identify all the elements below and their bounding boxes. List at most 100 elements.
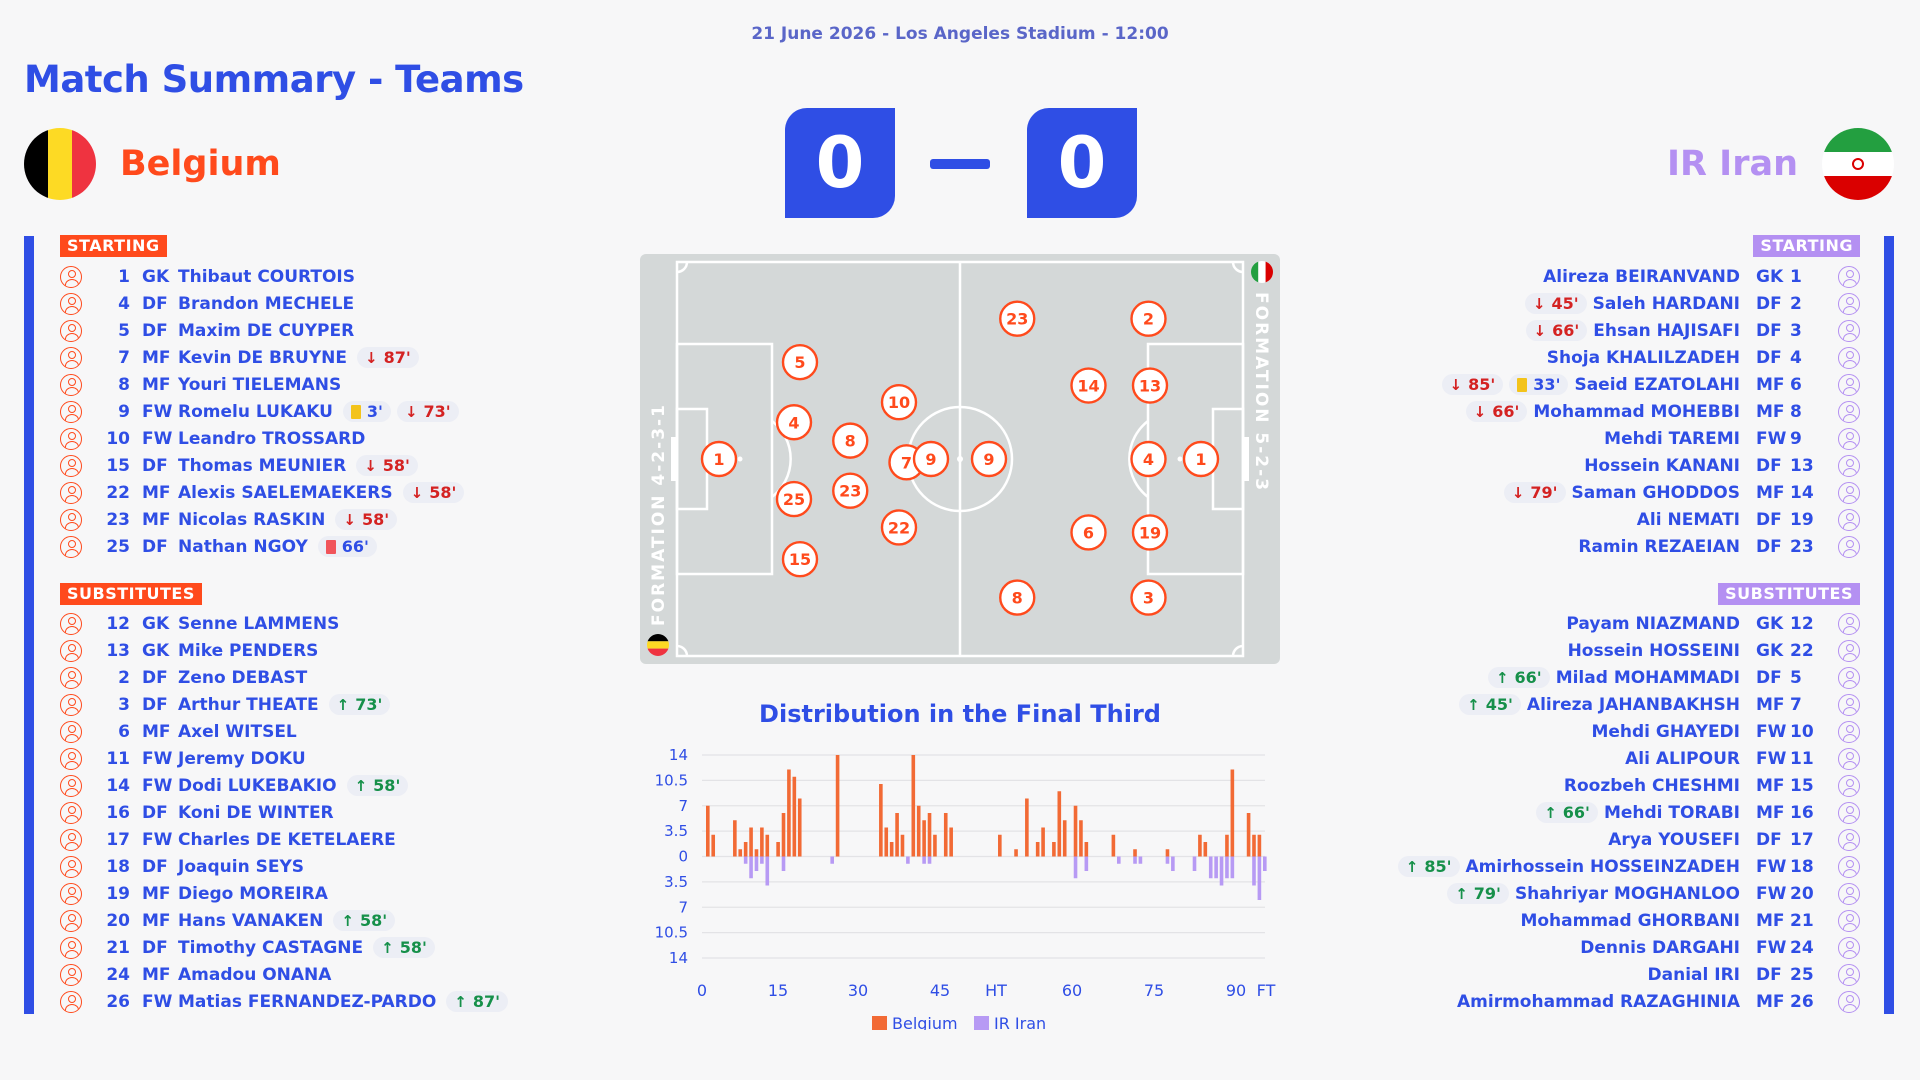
- player-avatar-icon: [60, 936, 82, 959]
- player-number: 24: [106, 964, 130, 985]
- player-row[interactable]: Ali ALIPOUR FW 11: [1300, 745, 1860, 772]
- home-pitch-player: 5: [781, 343, 819, 381]
- arrow-down-icon: ↓: [1511, 483, 1525, 502]
- player-row[interactable]: 4 DF Brandon MECHELE: [60, 290, 620, 317]
- player-row[interactable]: Shoja KHALILZADEH DF 4: [1300, 344, 1860, 371]
- player-row[interactable]: ↓ 45' Saleh HARDANI DF 2: [1300, 290, 1860, 317]
- player-row[interactable]: Mehdi GHAYEDI FW 10: [1300, 718, 1860, 745]
- player-row[interactable]: ↑ 45' Alireza JAHANBAKHSH MF 7: [1300, 691, 1860, 718]
- pitch-player-number: 14: [1077, 377, 1099, 396]
- player-row[interactable]: 3 DF Arthur THEATE ↑ 73': [60, 691, 620, 718]
- player-row[interactable]: Mohammad GHORBANI MF 21: [1300, 907, 1860, 934]
- player-row[interactable]: 11 FW Jeremy DOKU: [60, 745, 620, 772]
- player-row[interactable]: ↓ 66' Mohammad MOHEBBI MF 8: [1300, 398, 1860, 425]
- player-name: Romelu LUKAKU: [178, 401, 333, 422]
- player-row[interactable]: 1 GK Thibaut COURTOIS: [60, 263, 620, 290]
- player-row[interactable]: 2 DF Zeno DEBAST: [60, 664, 620, 691]
- player-position: MF: [142, 721, 171, 742]
- iran-bar: [765, 856, 770, 886]
- player-row[interactable]: Ali NEMATI DF 19: [1300, 506, 1860, 533]
- player-row[interactable]: ↓ 79' Saman GHODDOS MF 14: [1300, 479, 1860, 506]
- player-row[interactable]: 25 DF Nathan NGOY 66': [60, 533, 620, 560]
- home-subs-list: 12 GK Senne LAMMENS 13 GK Mike PENDERS 2 DF Zeno…: [60, 610, 620, 1015]
- belgium-bar: [754, 849, 759, 857]
- player-row[interactable]: ↑ 66' Milad MOHAMMADI DF 5: [1300, 664, 1860, 691]
- player-row[interactable]: 10 FW Leandro TROSSARD: [60, 425, 620, 452]
- belgium-bar: [933, 834, 937, 857]
- player-row[interactable]: 22 MF Alexis SAELEMAEKERS ↓ 58': [60, 479, 620, 506]
- player-row[interactable]: 19 MF Diego MOREIRA: [60, 880, 620, 907]
- player-name: Charles DE KETELAERE: [178, 829, 396, 850]
- player-row[interactable]: ↓ 85' 33' Saeid EZATOLAHI MF 6: [1300, 371, 1860, 398]
- player-row[interactable]: 26 FW Matias FERNANDEZ-PARDO ↑ 87': [60, 988, 620, 1015]
- away-pitch-player: 19: [1131, 514, 1169, 551]
- player-position: MF: [1756, 401, 1785, 422]
- player-row[interactable]: ↑ 66' Mehdi TORABI MF 16: [1300, 799, 1860, 826]
- player-row[interactable]: 6 MF Axel WITSEL: [60, 718, 620, 745]
- player-row[interactable]: 20 MF Hans VANAKEN ↑ 58': [60, 907, 620, 934]
- belgium-bar: [949, 827, 953, 857]
- player-position: FW: [1756, 856, 1787, 877]
- player-row[interactable]: 13 GK Mike PENDERS: [60, 637, 620, 664]
- player-avatar-icon: [1838, 400, 1860, 423]
- player-row[interactable]: ↓ 66' Ehsan HAJISAFI DF 3: [1300, 317, 1860, 344]
- player-row[interactable]: ↑ 85' Amirhossein HOSSEINZADEH FW 18: [1300, 853, 1860, 880]
- y-tick-label: 10.5: [655, 924, 688, 942]
- player-avatar-icon: [60, 319, 82, 342]
- away-pitch-player: 3: [1130, 579, 1167, 616]
- arrow-up-icon: ↑: [1467, 695, 1480, 714]
- player-row[interactable]: Arya YOUSEFI DF 17: [1300, 826, 1860, 853]
- player-row[interactable]: Dennis DARGAHI FW 24: [1300, 934, 1860, 961]
- player-number: 21: [1790, 910, 1814, 931]
- sub-off-event: ↓ 66': [1465, 401, 1528, 422]
- iran-bar: [1230, 856, 1235, 879]
- player-row[interactable]: Mehdi TAREMI FW 9: [1300, 425, 1860, 452]
- player-row[interactable]: 18 DF Joaquin SEYS: [60, 853, 620, 880]
- player-position: FW: [1756, 748, 1787, 769]
- player-number: 19: [106, 883, 130, 904]
- player-row[interactable]: Hossein KANANI DF 13: [1300, 452, 1860, 479]
- player-row[interactable]: 14 FW Dodi LUKEBAKIO ↑ 58': [60, 772, 620, 799]
- player-position: FW: [1756, 937, 1787, 958]
- pitch-player-number: 1: [1195, 450, 1206, 469]
- player-row[interactable]: 12 GK Senne LAMMENS: [60, 610, 620, 637]
- player-row[interactable]: Ramin REZAEIAN DF 23: [1300, 533, 1860, 560]
- arrow-up-icon: ↑: [1495, 668, 1509, 687]
- player-number: 20: [106, 910, 130, 931]
- player-row[interactable]: Hossein HOSSEINI GK 22: [1300, 637, 1860, 664]
- player-row[interactable]: 16 DF Koni DE WINTER: [60, 799, 620, 826]
- player-row[interactable]: Danial IRI DF 25: [1300, 961, 1860, 988]
- player-row[interactable]: 8 MF Youri TIELEMANS: [60, 371, 620, 398]
- player-row[interactable]: 9 FW Romelu LUKAKU 3' ↓ 73': [60, 398, 620, 425]
- iran-bar: [1165, 856, 1170, 864]
- player-name: Alireza JAHANBAKHSH: [1526, 694, 1740, 715]
- player-row[interactable]: 21 DF Timothy CASTAGNE ↑ 58': [60, 934, 620, 961]
- player-row[interactable]: 5 DF Maxim DE CUYPER: [60, 317, 620, 344]
- player-row[interactable]: Roozbeh CHESHMI MF 15: [1300, 772, 1860, 799]
- player-number: 11: [1790, 748, 1814, 769]
- player-row[interactable]: 23 MF Nicolas RASKIN ↓ 58': [60, 506, 620, 533]
- player-row[interactable]: ↑ 79' Shahriyar MOGHANLOO FW 20: [1300, 880, 1860, 907]
- player-avatar-icon: [1838, 292, 1860, 315]
- home-starting-badge: STARTING: [60, 235, 167, 257]
- red-card-icon: [325, 539, 336, 554]
- player-avatar-icon: [1838, 990, 1860, 1013]
- belgium-bar: [1073, 805, 1078, 857]
- player-row[interactable]: Alireza BEIRANVAND GK 1: [1300, 263, 1860, 290]
- player-row[interactable]: 15 DF Thomas MEUNIER ↓ 58': [60, 452, 620, 479]
- player-row[interactable]: 17 FW Charles DE KETELAERE: [60, 826, 620, 853]
- player-name: Amadou ONANA: [178, 964, 332, 985]
- player-name: Axel WITSEL: [178, 721, 297, 742]
- belgium-bar: [760, 827, 764, 857]
- pitch-player-number: 9: [983, 450, 994, 469]
- player-row[interactable]: Amirmohammad RAZAGHINIA MF 26: [1300, 988, 1860, 1015]
- belgium-bar: [1062, 820, 1067, 857]
- player-avatar-icon: [60, 292, 82, 315]
- pitch-player-number: 6: [1083, 523, 1094, 542]
- right-penalty-arc: [1128, 420, 1149, 498]
- corner-arc: [1231, 261, 1244, 274]
- player-avatar-icon: [1838, 774, 1860, 797]
- player-row[interactable]: 7 MF Kevin DE BRUYNE ↓ 87': [60, 344, 620, 371]
- player-row[interactable]: Payam NIAZMAND GK 12: [1300, 610, 1860, 637]
- player-row[interactable]: 24 MF Amadou ONANA: [60, 961, 620, 988]
